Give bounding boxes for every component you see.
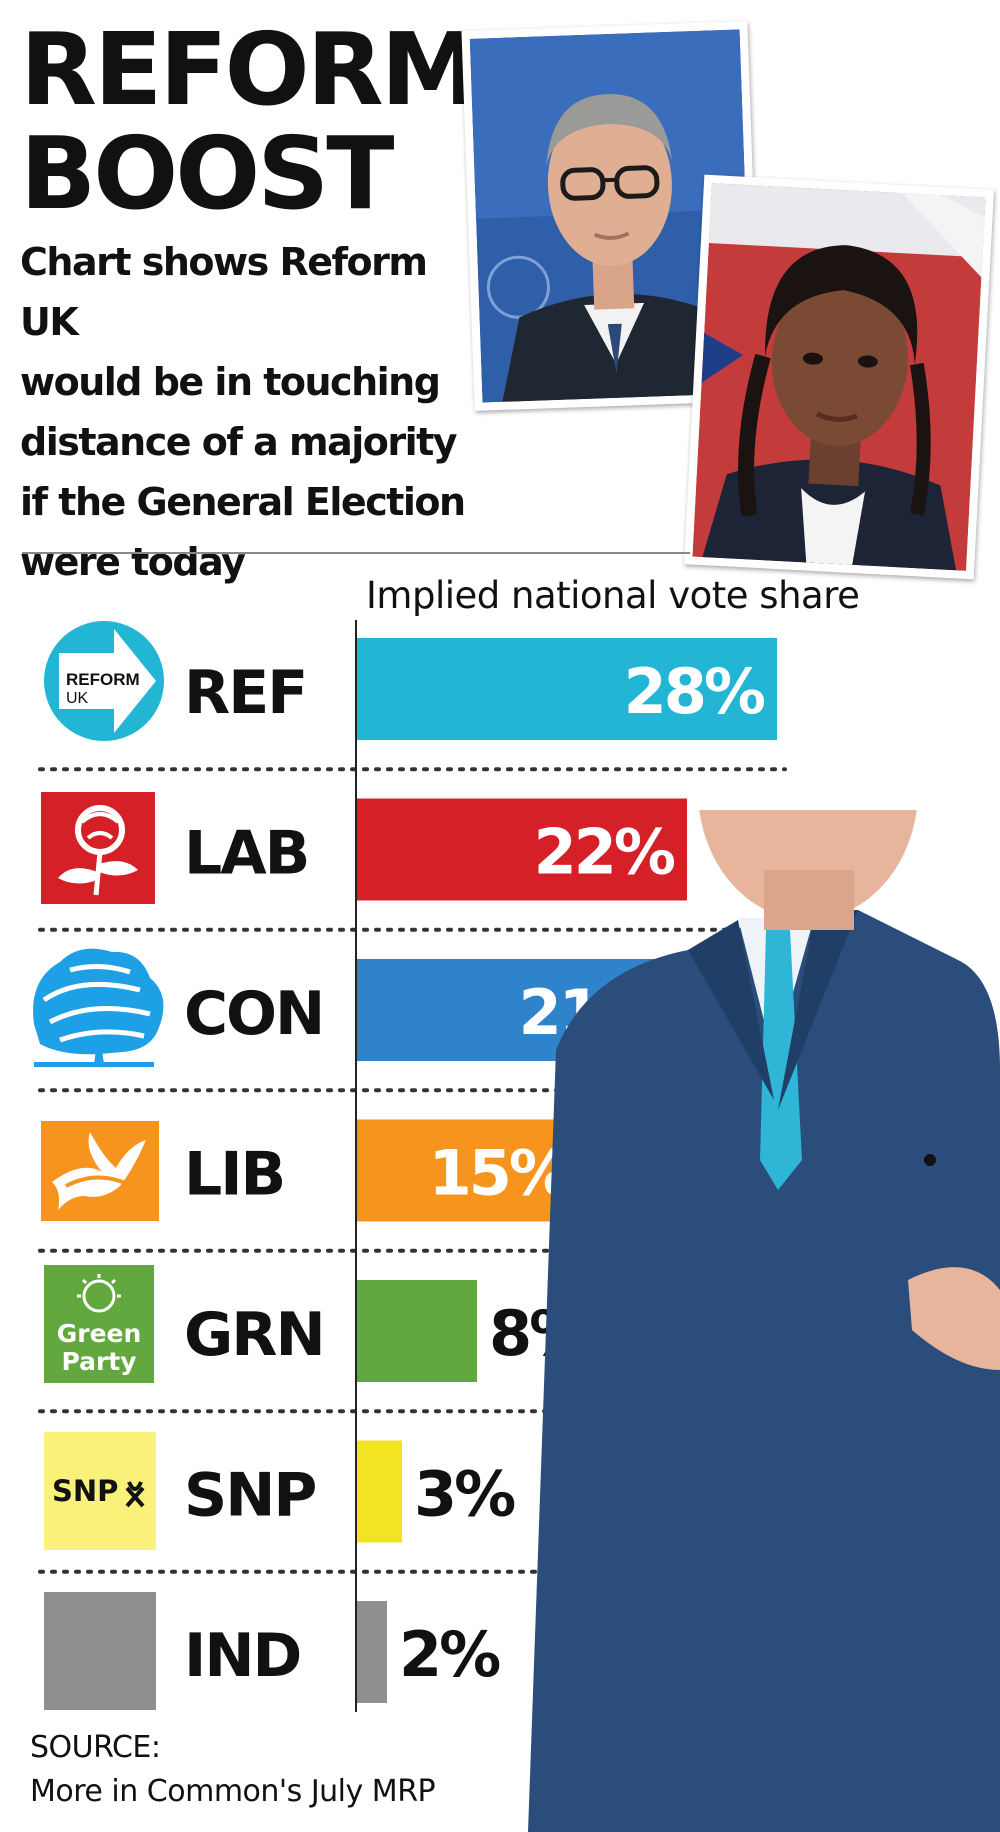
header-divider bbox=[22, 552, 690, 554]
party-logos: REFORM UK Green Party bbox=[33, 621, 164, 1710]
value-label-ref: 28% bbox=[624, 655, 765, 728]
bar-grn bbox=[357, 1280, 477, 1382]
conservative-tree-icon bbox=[33, 948, 164, 1067]
subhead-line: were today bbox=[20, 540, 246, 584]
value-label-ind: 2% bbox=[399, 1618, 500, 1691]
category-label-ind: IND bbox=[184, 1621, 300, 1691]
category-labels: REF LAB CON LIB GRN SNP IND bbox=[184, 658, 326, 1691]
category-label-ref: REF bbox=[184, 658, 306, 728]
source-note: SOURCE: More in Common's July MRP bbox=[30, 1726, 436, 1814]
lib-dem-bird-icon bbox=[41, 1121, 159, 1221]
snp-logo-text: SNP bbox=[52, 1474, 118, 1508]
subhead-line: distance of a majority bbox=[20, 420, 458, 464]
politician-photo-woman bbox=[683, 174, 995, 580]
subheadline: Chart shows Reform UK would be in touchi… bbox=[20, 232, 470, 592]
source-text: More in Common's July MRP bbox=[30, 1774, 436, 1809]
reform-uk-logo-icon: REFORM UK bbox=[44, 621, 164, 741]
category-label-con: CON bbox=[184, 979, 323, 1049]
source-label: SOURCE: bbox=[30, 1730, 161, 1765]
headline: REFORM BOOST bbox=[20, 18, 480, 226]
category-label-lab: LAB bbox=[184, 819, 308, 889]
green-logo-line-2: Party bbox=[61, 1347, 136, 1376]
bar-lab bbox=[357, 798, 687, 901]
subhead-line: Chart shows Reform UK bbox=[20, 240, 428, 344]
headline-line-1: REFORM bbox=[20, 11, 480, 128]
nigel-farage-photo bbox=[528, 810, 1000, 1832]
category-label-lib: LIB bbox=[184, 1140, 284, 1210]
headline-line-2: BOOST bbox=[20, 115, 394, 232]
bar-lib bbox=[357, 1119, 582, 1222]
subhead-line: if the General Election bbox=[20, 480, 466, 524]
chart-title: Implied national vote share bbox=[366, 574, 860, 617]
labour-rose-icon bbox=[41, 792, 155, 904]
value-label-snp: 3% bbox=[414, 1458, 515, 1531]
green-party-logo-icon: Green Party bbox=[44, 1265, 154, 1383]
reform-logo-line-2: UK bbox=[66, 690, 89, 707]
politician-photo-man bbox=[461, 21, 761, 411]
green-logo-line-1: Green bbox=[57, 1319, 142, 1348]
value-label-lab: 22% bbox=[534, 816, 675, 889]
category-label-grn: GRN bbox=[184, 1300, 324, 1370]
bar-snp bbox=[357, 1440, 402, 1543]
independent-icon bbox=[44, 1592, 156, 1710]
subhead-line: would be in touching bbox=[20, 360, 441, 404]
row-separators bbox=[38, 767, 787, 1574]
reform-logo-line-1: REFORM bbox=[66, 670, 140, 689]
bar-ind bbox=[357, 1601, 387, 1703]
bar-ref bbox=[357, 638, 777, 740]
value-label-lib: 15% bbox=[429, 1137, 570, 1210]
category-label-snp: SNP bbox=[184, 1461, 315, 1531]
snp-logo-icon: SNP bbox=[44, 1432, 156, 1550]
